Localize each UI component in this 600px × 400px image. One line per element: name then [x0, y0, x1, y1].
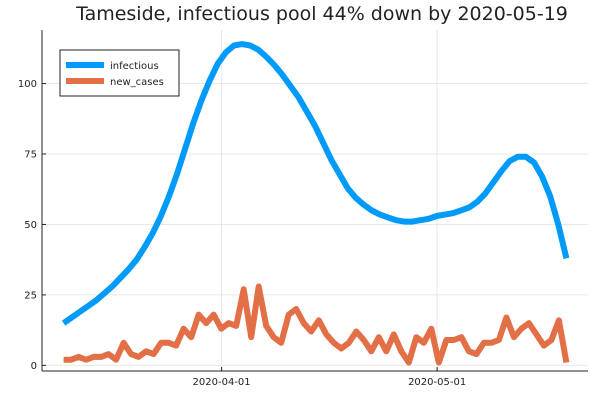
legend: infectious new_cases — [59, 49, 180, 97]
series-line-new-cases — [63, 283, 570, 366]
series — [61, 41, 570, 366]
y-tick-label: 75 — [24, 150, 37, 161]
chart-title: Tameside, infectious pool 44% down by 20… — [75, 3, 568, 25]
series-line-infectious — [61, 41, 570, 326]
y-tick-label: 0 — [31, 361, 37, 372]
x-ticks: 2020-04-01 2020-05-01 — [193, 367, 466, 388]
y-tick-label: 100 — [18, 79, 37, 90]
x-tick-label: 2020-05-01 — [408, 377, 466, 388]
x-tick-label: 2020-04-01 — [193, 377, 251, 388]
y-tick-label: 25 — [24, 290, 37, 301]
y-ticks: 0 25 50 75 100 — [18, 79, 46, 372]
axes — [41, 30, 588, 372]
legend-label-infectious: infectious — [110, 61, 159, 72]
y-tick-label: 50 — [24, 220, 37, 231]
legend-box — [59, 49, 180, 97]
legend-label-new-cases: new_cases — [110, 77, 164, 88]
